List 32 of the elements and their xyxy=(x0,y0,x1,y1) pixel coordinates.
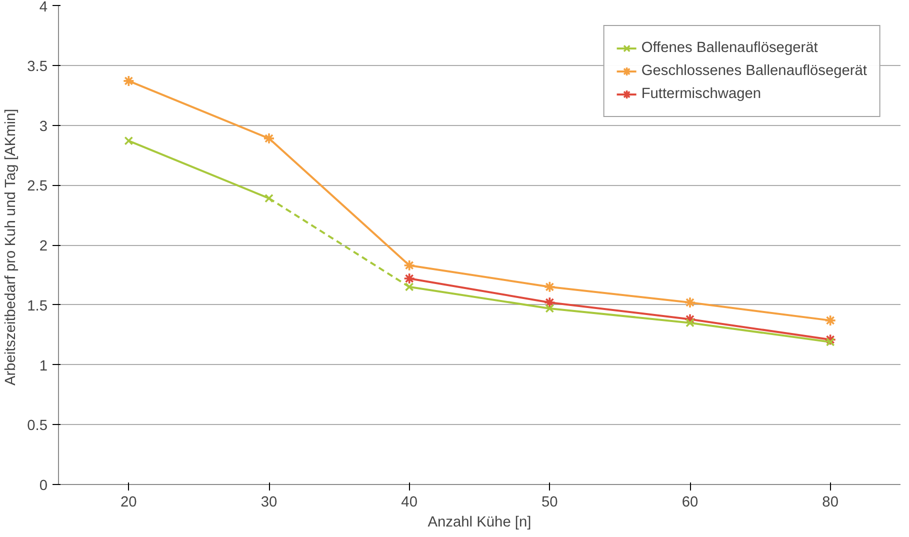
point xyxy=(122,75,135,87)
x-tick-label: 30 xyxy=(260,494,278,510)
x-tick-label: 60 xyxy=(682,494,698,510)
point xyxy=(545,304,554,313)
point xyxy=(684,296,696,308)
point xyxy=(824,314,836,326)
x-tick-label: 20 xyxy=(120,494,137,510)
y-tick-label: 2.5 xyxy=(27,178,48,195)
x-tick-label: 80 xyxy=(822,494,838,510)
y-tick-label: 4 xyxy=(39,0,48,16)
y-tick-label: 0.5 xyxy=(27,418,48,434)
y-tick-label: 2 xyxy=(39,238,48,254)
legend-label: Futtermischwagen xyxy=(641,86,762,102)
y-axis-title: Arbeitszeitbedarf pro Kuh und Tag [AKmin] xyxy=(3,108,20,386)
point xyxy=(404,282,414,292)
point xyxy=(124,136,134,146)
point xyxy=(544,281,556,293)
point xyxy=(826,338,835,346)
x-tick-label: 40 xyxy=(401,494,418,510)
y-tick-label: 1 xyxy=(39,358,48,374)
point xyxy=(263,132,275,144)
y-tick-label: 1.5 xyxy=(27,298,48,314)
legend-label: Offenes Ballenauflösegerät xyxy=(641,40,818,56)
x-tick-label: 50 xyxy=(542,494,558,510)
point xyxy=(403,259,416,272)
y-tick-label: 3.5 xyxy=(27,58,48,75)
y-tick-label: 3 xyxy=(39,118,48,135)
legend-label: Geschlossenes Ballenauflösegerät xyxy=(641,63,867,79)
x-axis-title: Anzahl Kühe [n] xyxy=(428,514,532,530)
point xyxy=(264,194,274,203)
y-tick-label: 0 xyxy=(39,478,48,494)
point xyxy=(686,318,694,328)
